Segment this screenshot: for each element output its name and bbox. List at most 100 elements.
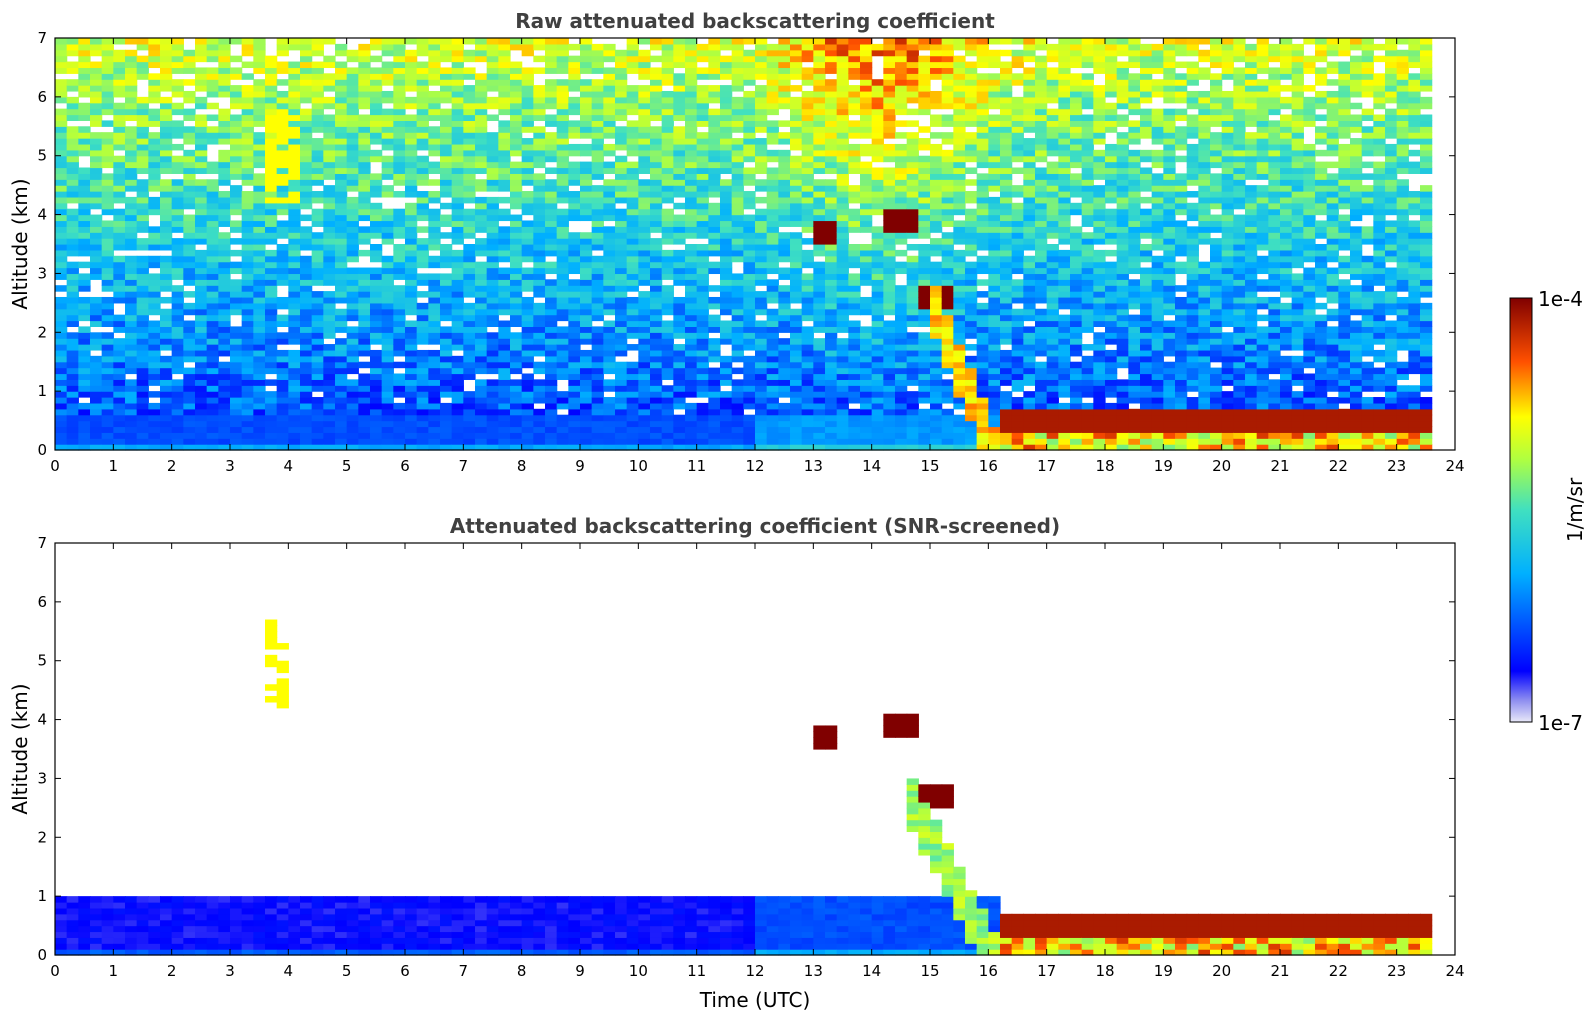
heatmap-cell xyxy=(195,314,208,322)
heatmap-cell xyxy=(451,149,464,157)
heatmap-cell xyxy=(568,85,581,92)
heatmap-cell xyxy=(393,402,406,410)
heatmap-cell xyxy=(941,344,954,351)
heatmap-cell xyxy=(790,273,803,280)
heatmap-cell xyxy=(253,120,266,127)
heatmap-cell xyxy=(731,138,744,145)
heatmap-cell xyxy=(895,408,908,416)
heatmap-cell xyxy=(311,79,324,86)
heatmap-cell xyxy=(370,279,383,286)
heatmap-cell xyxy=(615,414,628,422)
heatmap-cell xyxy=(941,138,954,145)
heatmap-cell xyxy=(580,38,593,45)
heatmap-cell xyxy=(498,126,511,133)
heatmap-cell xyxy=(836,408,849,416)
heatmap-cell xyxy=(195,432,208,439)
heatmap-cell xyxy=(696,244,709,251)
heatmap-cell xyxy=(195,355,208,363)
heatmap-cell xyxy=(486,273,499,280)
heatmap-cell xyxy=(416,214,429,222)
heatmap-cell xyxy=(673,296,686,304)
heatmap-cell xyxy=(638,191,651,198)
heatmap-cell xyxy=(300,214,313,222)
heatmap-cell xyxy=(300,161,313,169)
heatmap-cell xyxy=(708,114,721,121)
heatmap-cell xyxy=(463,285,476,292)
heatmap-cell xyxy=(673,38,686,45)
heatmap-cell xyxy=(265,344,278,351)
heatmap-cell xyxy=(206,55,219,63)
heatmap-cell xyxy=(440,444,453,451)
heatmap-cell xyxy=(440,214,453,222)
heatmap-cell xyxy=(300,296,313,304)
heatmap-cell xyxy=(626,149,639,157)
heatmap-cell xyxy=(941,326,954,333)
heatmap-cell xyxy=(603,179,616,186)
heatmap-cell xyxy=(486,114,499,121)
heatmap-cell xyxy=(790,285,803,292)
heatmap-cell xyxy=(346,344,359,351)
heatmap-cell xyxy=(335,314,348,322)
heatmap-cell xyxy=(731,173,744,180)
heatmap-cell xyxy=(813,143,826,151)
heatmap-cell xyxy=(708,285,721,292)
heatmap-cell xyxy=(895,208,908,216)
heatmap-cell xyxy=(276,232,289,239)
heatmap-cell xyxy=(125,326,138,333)
heatmap-cell xyxy=(836,444,849,451)
heatmap-cell xyxy=(463,420,476,428)
heatmap-cell xyxy=(475,143,488,151)
heatmap-cell xyxy=(685,320,698,327)
heatmap-cell xyxy=(766,379,779,386)
heatmap-cell xyxy=(790,208,803,216)
heatmap-cell xyxy=(55,302,68,310)
heatmap-cell xyxy=(778,202,791,210)
heatmap-cell xyxy=(381,220,394,227)
heatmap-cell xyxy=(416,349,429,357)
heatmap-cell xyxy=(323,196,336,204)
heatmap-cell xyxy=(661,391,674,398)
heatmap-cell xyxy=(685,85,698,92)
heatmap-cell xyxy=(405,185,418,192)
heatmap-cell xyxy=(743,326,756,333)
heatmap-cell xyxy=(778,185,791,192)
heatmap-cell xyxy=(66,385,79,392)
heatmap-cell xyxy=(953,414,966,422)
heatmap-cell xyxy=(230,302,243,310)
heatmap-cell xyxy=(265,326,278,333)
heatmap-cell xyxy=(136,285,149,292)
heatmap-cell xyxy=(755,226,768,233)
heatmap-cell xyxy=(451,373,464,380)
heatmap-cell xyxy=(148,361,161,369)
heatmap-cell xyxy=(241,61,254,69)
heatmap-cell xyxy=(521,379,534,386)
heatmap-cell xyxy=(358,273,371,280)
heatmap-cell xyxy=(883,367,896,375)
heatmap-cell xyxy=(673,373,686,380)
heatmap-cell xyxy=(381,214,394,222)
heatmap-cell xyxy=(113,132,126,139)
heatmap-cell xyxy=(148,432,161,439)
heatmap-cell xyxy=(930,279,943,286)
heatmap-cell xyxy=(101,208,114,216)
heatmap-cell xyxy=(673,85,686,92)
heatmap-cell xyxy=(918,344,931,351)
heatmap-cell xyxy=(405,302,418,310)
heatmap-cell xyxy=(860,391,873,398)
heatmap-cell xyxy=(486,61,499,69)
heatmap-cell xyxy=(195,402,208,410)
heatmap-cell xyxy=(953,249,966,257)
heatmap-cell xyxy=(953,320,966,327)
heatmap-cell xyxy=(510,61,523,69)
heatmap-cell xyxy=(241,402,254,410)
heatmap-cell xyxy=(766,173,779,180)
heatmap-cell xyxy=(218,402,231,410)
heatmap-cell xyxy=(288,244,301,251)
heatmap-cell xyxy=(871,226,884,233)
heatmap-cell xyxy=(136,344,149,351)
heatmap-cell xyxy=(416,196,429,204)
heatmap-cell xyxy=(545,155,558,163)
heatmap-cell xyxy=(778,349,791,357)
heatmap-cell xyxy=(113,426,126,433)
heatmap-cell xyxy=(288,397,301,404)
